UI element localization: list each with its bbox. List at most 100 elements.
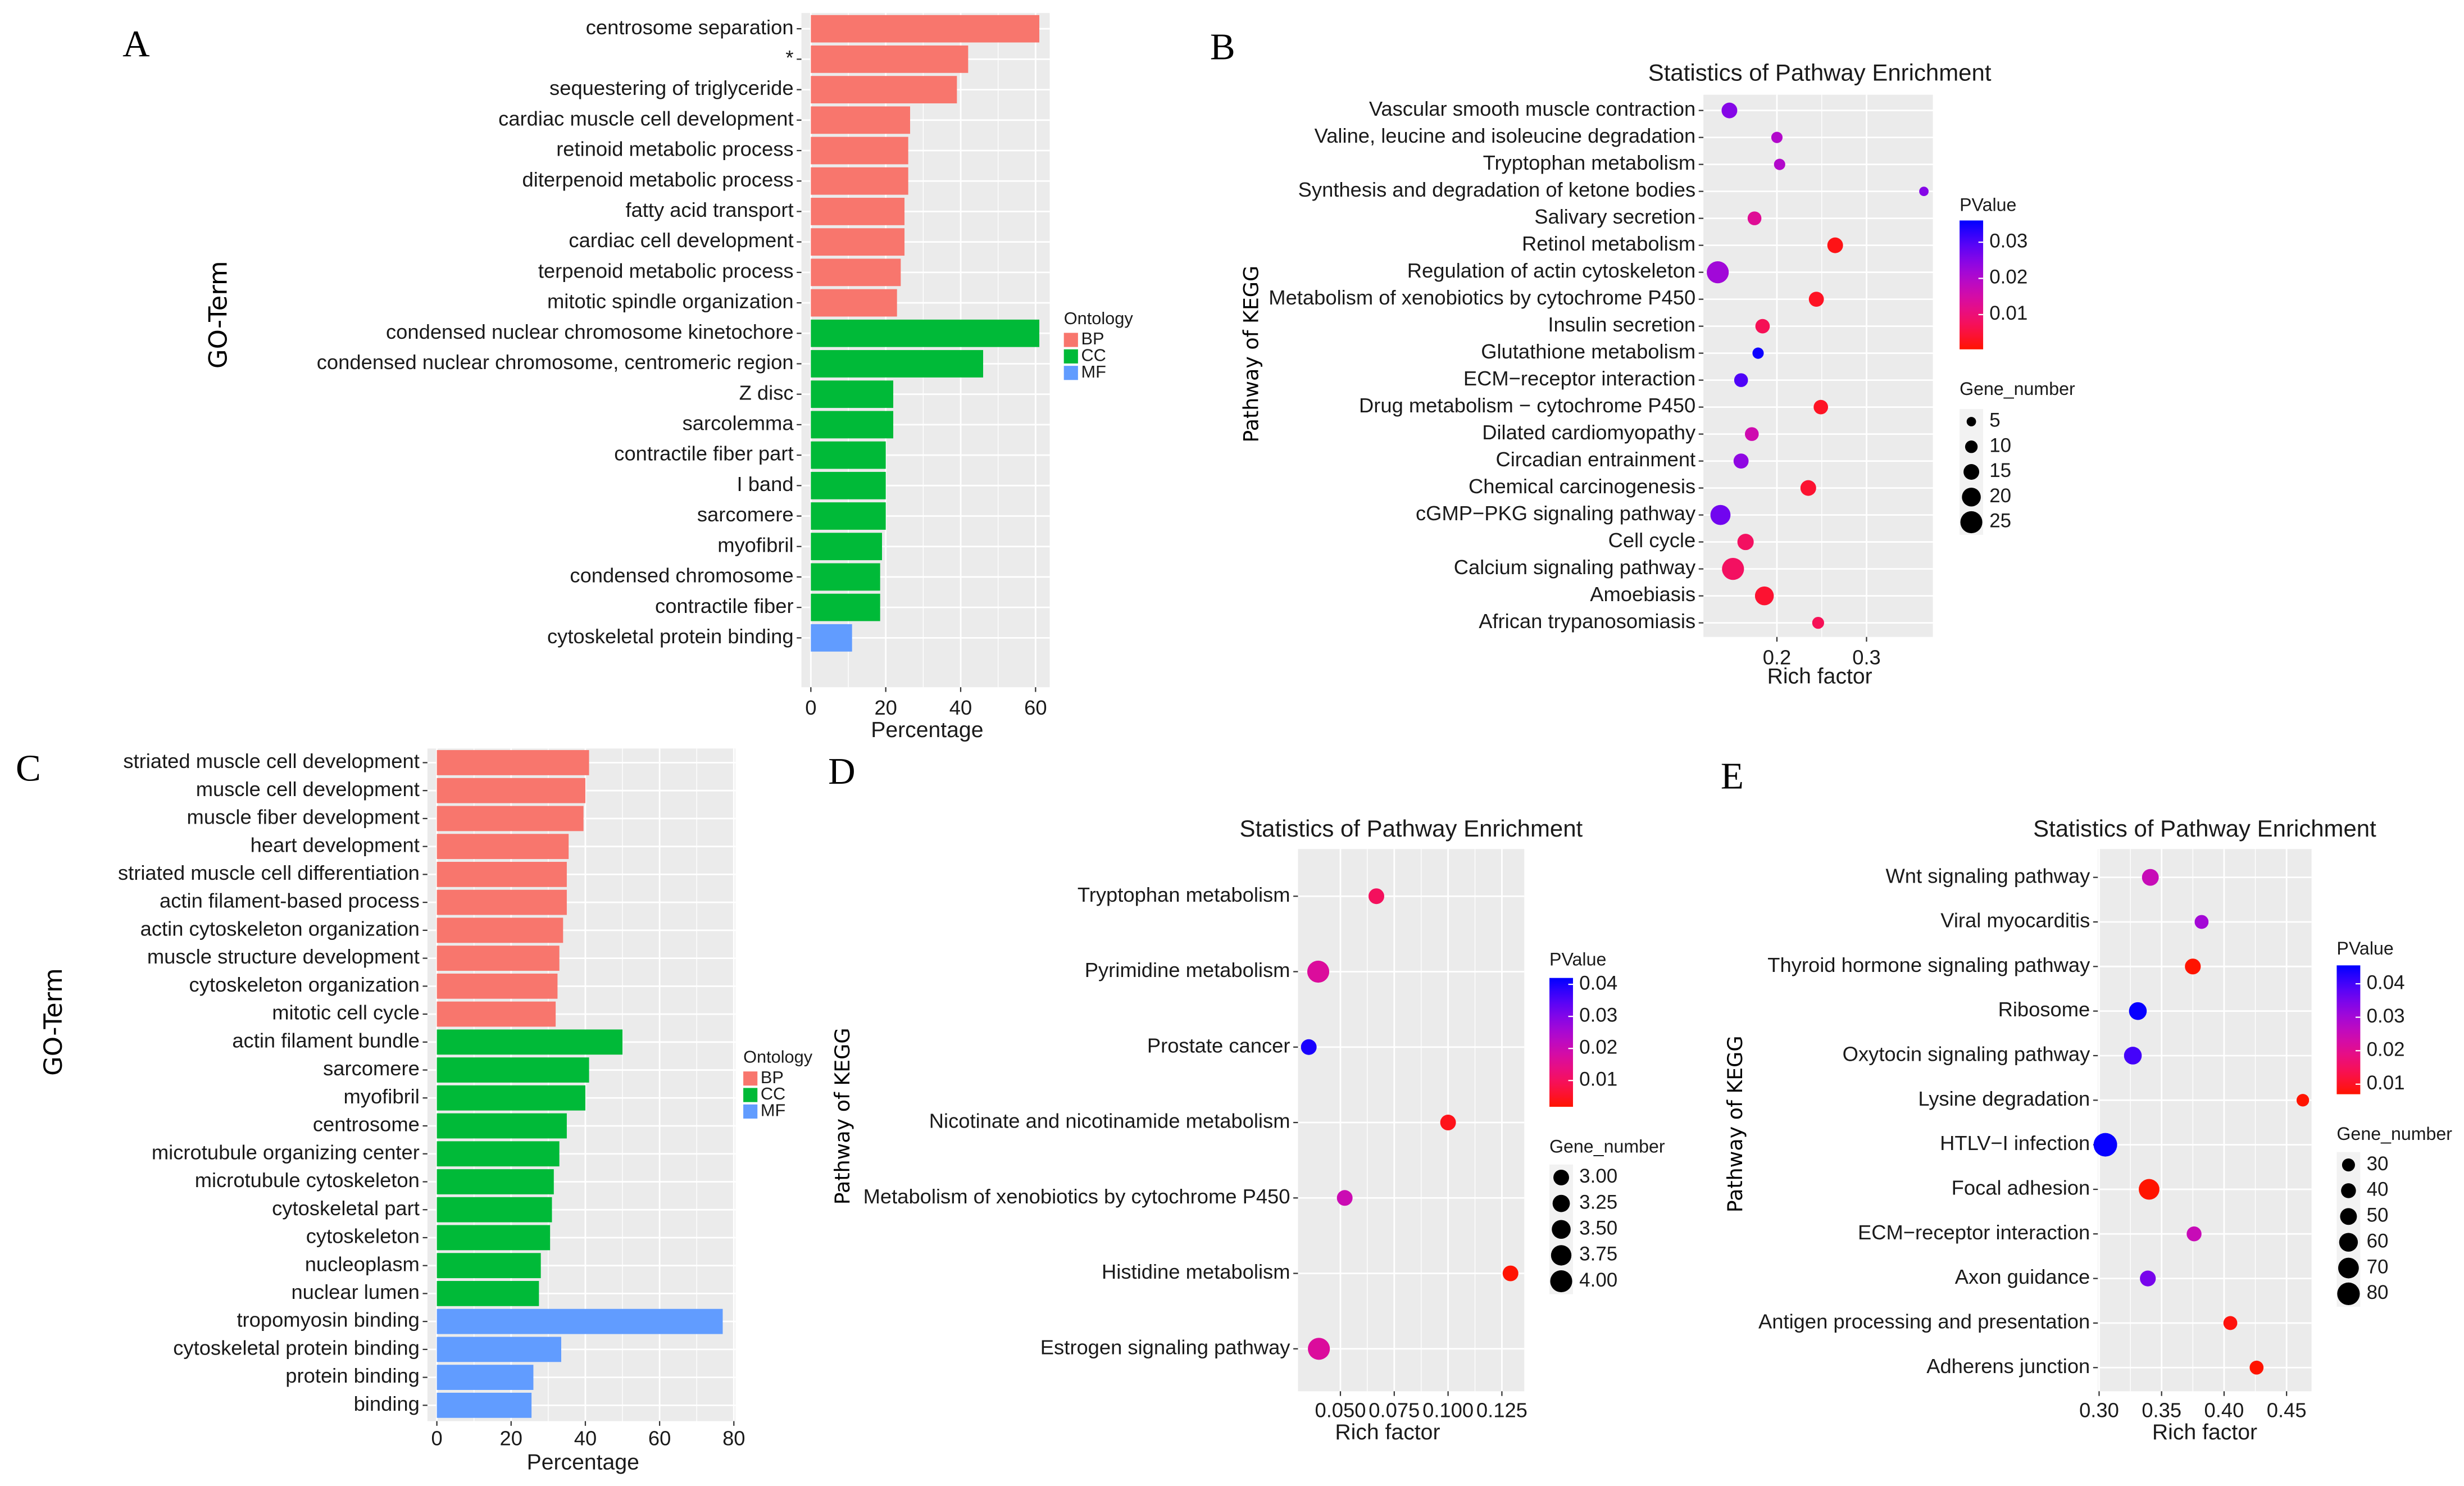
size-legend-key bbox=[1965, 440, 1978, 453]
plot-background bbox=[1703, 94, 1933, 637]
y-tick-label: Wnt signaling pathway bbox=[1885, 864, 2090, 887]
data-point bbox=[2186, 1226, 2202, 1242]
y-tick-label: Drug metabolism − cytochrome P450 bbox=[1359, 394, 1695, 417]
y-tick-label: Estrogen signaling pathway bbox=[1040, 1335, 1290, 1358]
legend-title: Ontology bbox=[743, 1047, 813, 1066]
x-tick-label: 0.125 bbox=[1476, 1398, 1528, 1421]
data-point bbox=[1755, 319, 1770, 334]
y-tick-label: nuclear lumen bbox=[291, 1280, 419, 1303]
bar bbox=[437, 862, 567, 887]
pvalue-legend-title: PValue bbox=[1960, 195, 2016, 215]
legend-key-BP bbox=[743, 1071, 758, 1086]
y-tick-label: sarcomere bbox=[697, 503, 794, 526]
data-point bbox=[1502, 1265, 1519, 1281]
data-point bbox=[1733, 453, 1749, 469]
panel-D: D 0.050 0.075 0.100 0.125 Tryptophan metaboli… bbox=[828, 750, 1665, 1444]
y-tick-label: fatty acid transport bbox=[625, 198, 793, 221]
panel-letter: A bbox=[122, 22, 149, 65]
data-point bbox=[1744, 427, 1759, 441]
colorbar-tick-label: 0.01 bbox=[1989, 302, 2027, 324]
y-tick-label: Pyrimidine metabolism bbox=[1085, 958, 1290, 981]
y-tick-label: Retinol metabolism bbox=[1522, 232, 1695, 255]
y-tick-label: contractile fiber bbox=[655, 594, 794, 617]
y-tick-label: mitotic cell cycle bbox=[272, 1001, 420, 1024]
data-point bbox=[1707, 261, 1729, 284]
bar bbox=[437, 1057, 589, 1083]
y-tick-label: Dilated cardiomyopathy bbox=[1482, 421, 1696, 444]
x-axis-title: Rich factor bbox=[2152, 1420, 2257, 1444]
panel-letter: D bbox=[828, 750, 855, 792]
size-legend-key bbox=[1966, 417, 1976, 426]
size-legend-label: 3.75 bbox=[1579, 1243, 1617, 1265]
bar bbox=[811, 593, 880, 621]
data-point bbox=[2140, 1270, 2156, 1287]
y-tick-label: cytoskeleton organization bbox=[189, 973, 420, 996]
data-point bbox=[1721, 102, 1738, 119]
data-point bbox=[1919, 187, 1929, 197]
x-tick-label: 0 bbox=[431, 1427, 443, 1450]
data-point bbox=[2296, 1094, 2310, 1107]
size-legend-label: 60 bbox=[2367, 1230, 2389, 1252]
y-tick-label: Prostate cancer bbox=[1147, 1034, 1290, 1057]
panel-letter: C bbox=[16, 747, 41, 789]
bar bbox=[437, 1281, 539, 1306]
y-tick-label: Oxytocin signaling pathway bbox=[1843, 1043, 2090, 1066]
y-tick-label: * bbox=[785, 46, 793, 69]
y-tick-label: HTLV−I infection bbox=[1940, 1131, 2090, 1155]
y-tick-label: Insulin secretion bbox=[1548, 313, 1695, 336]
size-legend-key bbox=[1551, 1245, 1572, 1266]
size-legend-key bbox=[2337, 1282, 2360, 1306]
x-tick-label: 20 bbox=[874, 696, 897, 719]
data-point bbox=[1808, 292, 1824, 307]
y-axis-title: Pathway of KEGG bbox=[830, 1028, 854, 1205]
x-tick-label: 40 bbox=[574, 1427, 597, 1450]
y-tick-label: cytoskeletal part bbox=[272, 1197, 420, 1220]
bar bbox=[437, 889, 567, 915]
x-tick-label: 60 bbox=[648, 1427, 671, 1450]
chart-title: Statistics of Pathway Enrichment bbox=[1648, 59, 1992, 85]
y-tick-label: myofibril bbox=[717, 533, 793, 556]
y-tick-label: Ribosome bbox=[1998, 998, 2090, 1021]
colorbar-tick-label: 0.04 bbox=[1579, 972, 1617, 994]
size-legend-key bbox=[2341, 1183, 2356, 1198]
size-legend-label: 40 bbox=[2367, 1179, 2389, 1201]
y-tick-label: ECM−receptor interaction bbox=[1463, 367, 1695, 390]
data-point bbox=[2139, 1179, 2160, 1200]
data-point bbox=[2093, 1133, 2117, 1157]
y-tick-label: nucleoplasm bbox=[305, 1252, 420, 1275]
x-tick-label: 80 bbox=[722, 1427, 745, 1450]
y-tick-label: Amoebiasis bbox=[1590, 583, 1695, 606]
data-point bbox=[1307, 960, 1330, 983]
data-point bbox=[1827, 237, 1843, 253]
bar bbox=[437, 778, 585, 803]
data-point bbox=[2185, 958, 2201, 975]
data-point bbox=[2129, 1002, 2147, 1020]
y-tick-label: sequestering of triglyceride bbox=[549, 76, 794, 99]
colorbar-tick-label: 0.02 bbox=[2367, 1038, 2405, 1060]
bar bbox=[811, 106, 911, 134]
y-tick-label: Viral myocarditis bbox=[1940, 909, 2090, 932]
size-legend-label: 10 bbox=[1989, 434, 2011, 456]
y-tick-label: protein binding bbox=[285, 1364, 420, 1387]
y-tick-label: Histidine metabolism bbox=[1102, 1260, 1290, 1283]
y-tick-label: muscle structure development bbox=[147, 945, 420, 968]
y-tick-label: actin filament-based process bbox=[160, 889, 420, 912]
data-point bbox=[2142, 869, 2159, 886]
bar bbox=[811, 198, 905, 225]
panel-E: E 0.30 0.35 0.40 0.45 Wnt signaling pathway Vi… bbox=[1721, 755, 2452, 1445]
y-tick-label: Glutathione metabolism bbox=[1481, 340, 1695, 363]
y-tick-label: Circadian entrainment bbox=[1495, 448, 1695, 471]
size-legend-label: 5 bbox=[1989, 410, 2000, 431]
size-legend-label: 80 bbox=[2367, 1281, 2389, 1303]
y-tick-label: Salivary secretion bbox=[1534, 205, 1695, 228]
bar bbox=[437, 1392, 532, 1418]
y-axis-title: Pathway of KEGG bbox=[1239, 266, 1263, 443]
y-tick-label: tropomyosin binding bbox=[237, 1308, 419, 1332]
gene-number-legend-title: Gene_number bbox=[1549, 1136, 1665, 1156]
data-point bbox=[1800, 480, 1816, 496]
y-tick-label: contractile fiber part bbox=[614, 442, 793, 465]
legend-key-MF bbox=[743, 1104, 758, 1119]
bar bbox=[811, 289, 897, 317]
bar bbox=[437, 1197, 552, 1223]
y-tick-label: actin cytoskeleton organization bbox=[140, 917, 420, 940]
